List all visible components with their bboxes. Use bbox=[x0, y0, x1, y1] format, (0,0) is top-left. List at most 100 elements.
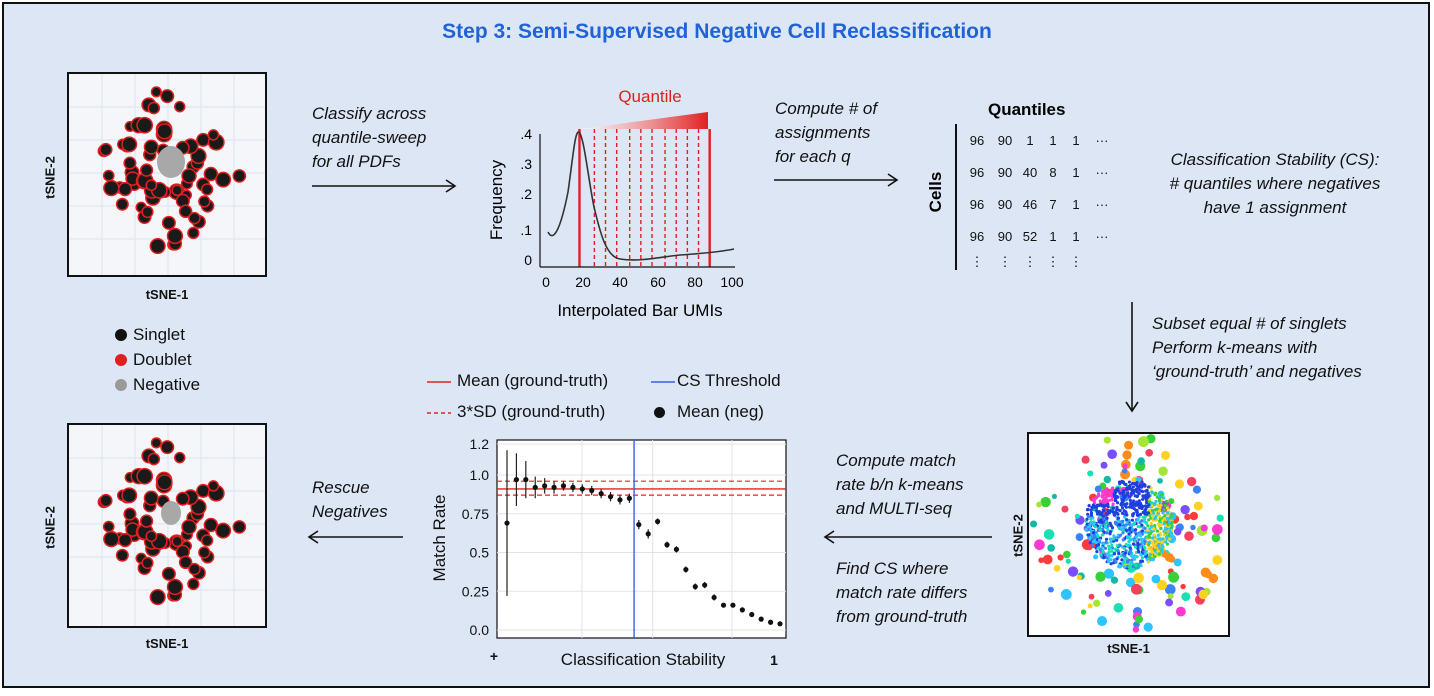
kmeans-point bbox=[1151, 511, 1156, 516]
kmeans-point bbox=[1095, 509, 1099, 513]
kmeans-point bbox=[1147, 518, 1151, 522]
kmeans-point bbox=[1088, 541, 1092, 545]
quantiles-row: 96 90 1 1 1 ··· bbox=[963, 124, 1117, 156]
kmeans-point bbox=[1151, 558, 1155, 562]
negative-cluster bbox=[161, 501, 181, 525]
kmeans-point bbox=[1144, 512, 1148, 516]
kmeans-point bbox=[1115, 511, 1119, 516]
quantiles-cell: ⋮ bbox=[1046, 254, 1060, 269]
freq-xtick-100: 100 bbox=[720, 274, 744, 290]
cluster-singlet bbox=[168, 229, 182, 243]
kmeans-point bbox=[1094, 540, 1098, 544]
kmeans-point bbox=[1136, 547, 1140, 551]
kmeans-cluster bbox=[1135, 615, 1143, 624]
cluster-singlet bbox=[124, 509, 135, 520]
mean-neg-point bbox=[673, 546, 680, 552]
freq-xtick-60: 60 bbox=[650, 274, 666, 290]
kmeans-point bbox=[1115, 538, 1119, 542]
kmeans-point bbox=[1152, 555, 1157, 559]
kmeans-point bbox=[1118, 543, 1122, 547]
kmeans-point bbox=[1156, 543, 1161, 547]
kmeans-cluster bbox=[1093, 554, 1099, 560]
kmeans-point bbox=[1162, 508, 1166, 512]
kmeans-cluster bbox=[1057, 554, 1064, 561]
mean-neg-point bbox=[504, 520, 510, 526]
cluster-singlet bbox=[202, 535, 212, 546]
kmeans-point bbox=[1170, 513, 1174, 517]
match-rate-chart: 0.0 0.25 0.5 0.75 1.0 1.2 Classification Stabi… bbox=[430, 436, 787, 669]
kmeans-point bbox=[1124, 528, 1129, 532]
cluster-singlet bbox=[122, 488, 136, 502]
kmeans-point bbox=[1156, 533, 1160, 537]
quantile-gradient-icon bbox=[580, 112, 708, 129]
quantiles-cell: 7 bbox=[1049, 196, 1057, 212]
kmeans-point bbox=[1163, 528, 1167, 532]
kmeans-point bbox=[1109, 540, 1113, 544]
kmeans-point bbox=[1150, 536, 1155, 540]
kmeans-point bbox=[1157, 539, 1161, 544]
kmeans-point bbox=[1143, 517, 1147, 521]
kmeans-cluster bbox=[1175, 606, 1186, 617]
kmeans-cluster bbox=[1081, 455, 1090, 464]
caption-compute-assign-line2: assignments bbox=[775, 123, 871, 142]
cluster-singlet bbox=[146, 531, 156, 541]
kmeans-point bbox=[1136, 513, 1140, 517]
cluster-singlet bbox=[119, 534, 131, 546]
kmeans-point bbox=[1143, 515, 1147, 519]
kmeans-point bbox=[1146, 491, 1150, 495]
kmeans-cluster bbox=[1104, 589, 1112, 597]
cluster-singlet bbox=[199, 547, 209, 558]
kmeans-point bbox=[1127, 565, 1132, 569]
mean-neg-point bbox=[749, 611, 755, 618]
kmeans-cluster bbox=[1133, 572, 1144, 584]
cluster-singlet bbox=[188, 579, 199, 589]
cluster-singlet bbox=[137, 118, 152, 133]
kmeans-point bbox=[1140, 529, 1145, 533]
kmeans-cluster bbox=[1193, 501, 1203, 511]
cluster-singlet bbox=[216, 524, 230, 538]
kmeans-point bbox=[1111, 509, 1115, 514]
kmeans-point bbox=[1112, 513, 1117, 517]
negative-dot-icon bbox=[115, 378, 127, 391]
kmeans-point bbox=[1129, 487, 1133, 491]
mean-neg-point bbox=[513, 477, 520, 483]
kmeans-point bbox=[1126, 491, 1130, 496]
kmeans-point bbox=[1135, 501, 1139, 506]
kmeans-point bbox=[1103, 517, 1107, 521]
tsne-plot-rescued bbox=[67, 423, 267, 628]
kmeans-point bbox=[1159, 522, 1163, 527]
kmeans-cluster bbox=[1137, 457, 1145, 465]
arrow-down-icon bbox=[1125, 302, 1139, 413]
kmeans-cluster bbox=[1168, 498, 1175, 505]
kmeans-point bbox=[1128, 550, 1133, 554]
caption-cs-def-line1: Classification Stability (CS): bbox=[1170, 150, 1380, 169]
legend-singlet: Singlet bbox=[115, 322, 200, 347]
kmeans-cluster bbox=[1208, 573, 1219, 584]
quantiles-cell: ⋮ bbox=[1023, 254, 1037, 269]
quantiles-cell: 1 bbox=[1072, 132, 1080, 148]
kmeans-point bbox=[1105, 552, 1109, 556]
kmeans-point bbox=[1139, 553, 1143, 557]
kmeans-point bbox=[1084, 527, 1088, 532]
kmeans-cluster bbox=[1125, 577, 1136, 588]
tsne-rescued-xlabel: tSNE-1 bbox=[145, 636, 189, 651]
kmeans-point bbox=[1115, 505, 1119, 510]
quantiles-cell: ⋮ bbox=[998, 254, 1012, 269]
caption-compute-match-line2: rate b/n k-means bbox=[836, 475, 964, 494]
frequency-plot: Quantile .4 .3 .2 .1 0 0 20 40 60 80 100… bbox=[487, 87, 744, 320]
kmeans-point bbox=[1100, 533, 1104, 537]
match-rate-ytick: 0.25 bbox=[462, 583, 489, 599]
cluster-singlet bbox=[142, 558, 153, 568]
kmeans-point bbox=[1148, 527, 1152, 531]
cluster-singlet bbox=[177, 546, 189, 558]
kmeans-point bbox=[1150, 549, 1154, 553]
caption-compute-match: Compute match rate b/n k-means and MULTI… bbox=[836, 449, 964, 521]
quantiles-row: 96 90 46 7 1 ··· bbox=[963, 188, 1117, 220]
kmeans-point bbox=[1096, 512, 1101, 516]
kmeans-cluster bbox=[1122, 450, 1132, 460]
kmeans-cluster bbox=[1040, 496, 1051, 508]
match-rate-xtick-max: 1 bbox=[770, 652, 778, 668]
kmeans-point bbox=[1104, 540, 1108, 545]
kmeans-point bbox=[1115, 501, 1120, 505]
